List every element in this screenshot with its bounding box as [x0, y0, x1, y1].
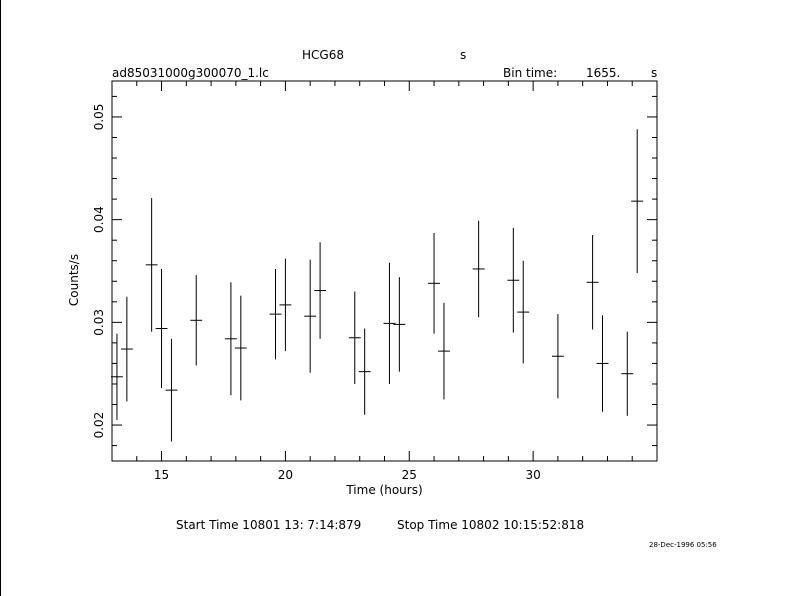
data-point — [551, 314, 564, 399]
data-point — [224, 282, 237, 396]
data-point — [190, 275, 203, 366]
object-name: HCG68 — [302, 48, 344, 62]
data-point — [314, 242, 327, 339]
data-point — [517, 260, 530, 364]
data-point — [393, 277, 406, 372]
data-point — [631, 129, 644, 274]
data-point — [120, 296, 133, 402]
data-point — [111, 333, 123, 420]
y-tick-label: 0.02 — [92, 412, 106, 439]
x-tick-label: 30 — [525, 468, 540, 482]
stop-time: Stop Time 10802 10:15:52:818 — [397, 518, 585, 532]
axis-ticks — [111, 81, 658, 461]
data-point — [472, 220, 485, 318]
date-stamp: 28-Dec-1996 05:56 — [649, 541, 717, 549]
data-point — [348, 291, 361, 384]
bin-time-units: s — [651, 66, 658, 80]
data-point — [304, 259, 317, 373]
bin-time-value: 1655. — [586, 66, 621, 80]
data-point — [269, 268, 282, 360]
data-point — [358, 328, 371, 415]
data-points — [111, 129, 644, 442]
y-tick-label: 0.03 — [92, 309, 106, 336]
file-name: ad85031000g300070_1.lc — [112, 66, 269, 80]
x-tick-label: 25 — [402, 468, 417, 482]
data-point — [621, 331, 634, 416]
x-tick-label: 20 — [278, 468, 293, 482]
data-point — [145, 198, 158, 332]
data-point — [507, 227, 520, 333]
object-units: s — [460, 48, 467, 62]
plot-frame — [111, 80, 658, 462]
data-point — [383, 262, 396, 384]
bin-time-label: Bin time: — [503, 66, 558, 80]
data-point — [428, 233, 440, 334]
y-tick-label: 0.04 — [92, 206, 106, 233]
data-point — [438, 302, 450, 400]
window-left-border — [0, 0, 1, 596]
data-point — [596, 315, 609, 412]
data-point — [279, 258, 292, 352]
data-point — [586, 235, 599, 330]
data-point — [165, 338, 178, 442]
y-tick-label: 0.05 — [92, 104, 106, 131]
start-time: Start Time 10801 13: 7:14:879 — [176, 518, 362, 532]
x-axis-label: Time (hours) — [345, 483, 422, 497]
x-tick-label: 15 — [154, 468, 169, 482]
tick-labels: 15 20 25 30 0.02 0.03 0.04 0.05 — [92, 104, 541, 482]
data-point — [234, 295, 247, 401]
y-axis-label: Counts/s — [67, 254, 81, 306]
data-point — [155, 268, 168, 389]
